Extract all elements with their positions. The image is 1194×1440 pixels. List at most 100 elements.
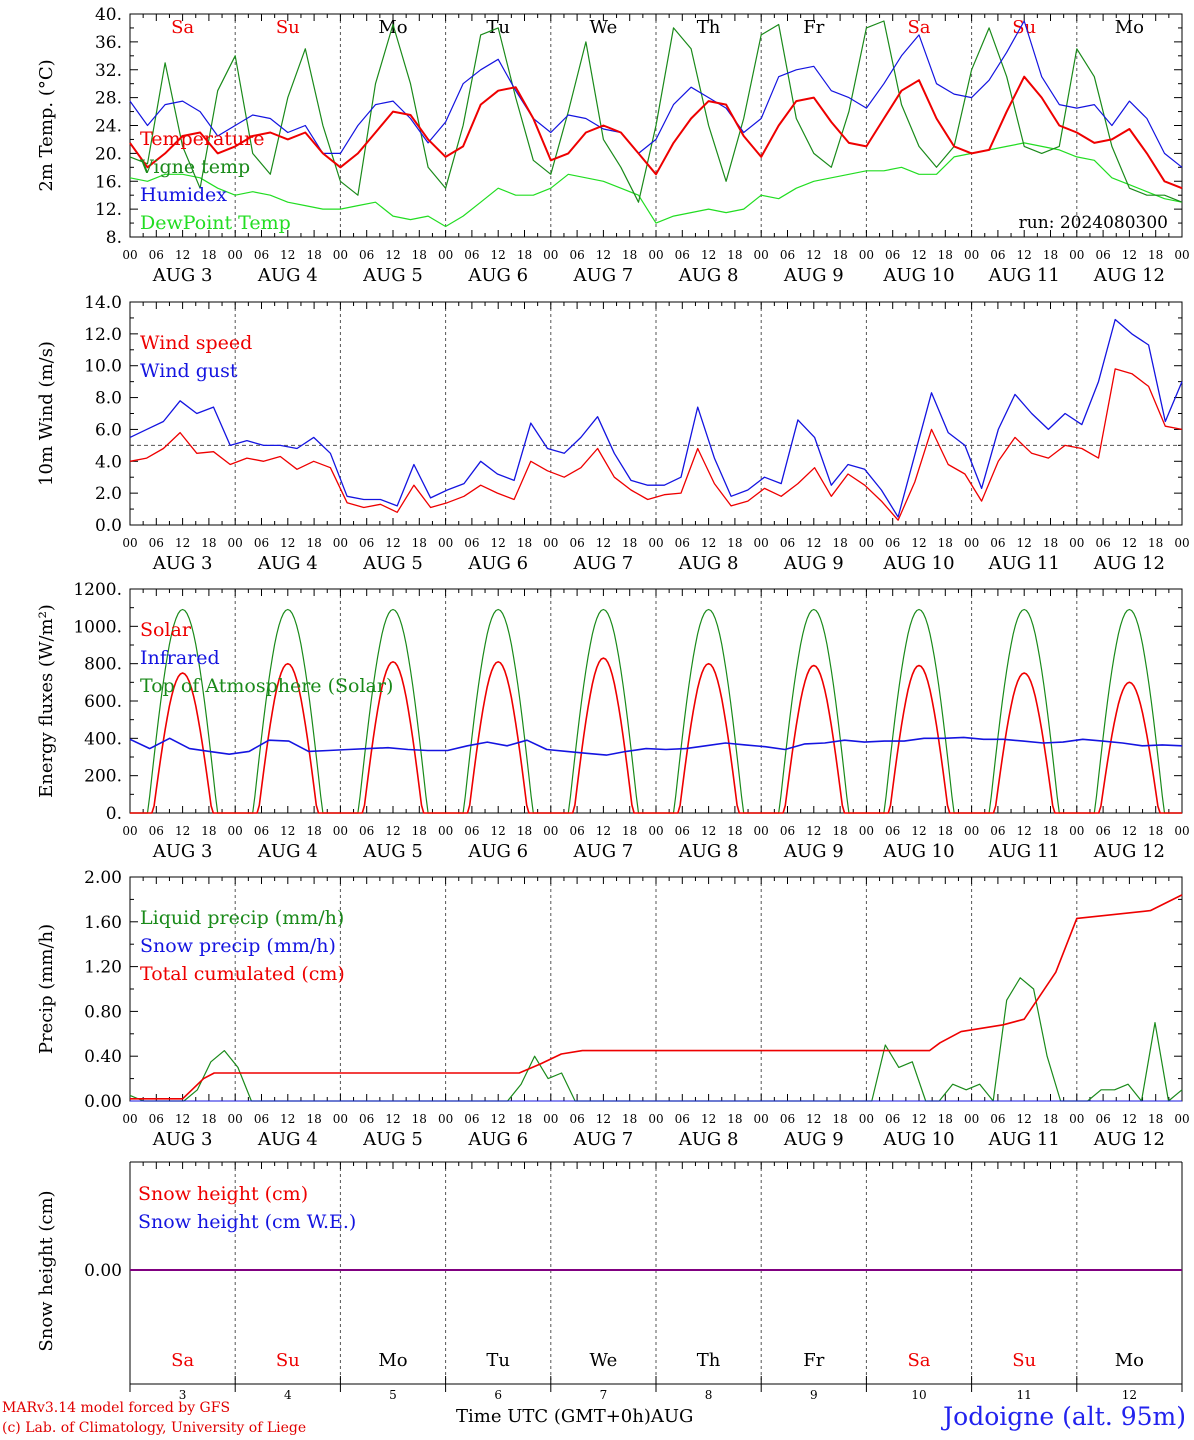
y-axis-label: Precip (mm/h) xyxy=(36,924,57,1054)
hour-tick-label: 12 xyxy=(175,824,190,838)
hour-tick-label: 00 xyxy=(1069,824,1084,838)
hour-tick-label: 00 xyxy=(859,248,874,262)
y-tick-label: 200. xyxy=(84,767,122,787)
date-label: AUG 5 xyxy=(362,841,423,862)
series-line xyxy=(129,142,1183,228)
hour-tick-label: 06 xyxy=(675,824,690,838)
y-tick-label: 0.80 xyxy=(84,1002,122,1022)
legend-entry: DewPoint Temp xyxy=(140,212,291,234)
day-number-label: 5 xyxy=(389,1388,397,1402)
day-number-label: 9 xyxy=(810,1388,818,1402)
hour-tick-label: 18 xyxy=(727,248,742,262)
hour-tick-label: 12 xyxy=(385,824,400,838)
date-label: AUG 7 xyxy=(573,553,634,574)
hour-tick-label: 06 xyxy=(885,1112,900,1126)
day-number-label: 4 xyxy=(284,1388,292,1402)
y-tick-label: 2.00 xyxy=(84,868,122,888)
date-label: AUG 6 xyxy=(467,1129,528,1150)
hour-tick-label: 18 xyxy=(622,824,637,838)
hour-tick-label: 00 xyxy=(1174,824,1189,838)
y-tick-label: 0.40 xyxy=(84,1047,122,1067)
hour-tick-label: 06 xyxy=(885,824,900,838)
date-label: AUG 4 xyxy=(257,553,318,574)
y-tick-label: 1.60 xyxy=(84,913,122,933)
hour-tick-label: 18 xyxy=(622,1112,637,1126)
hour-tick-label: 12 xyxy=(911,1112,926,1126)
series-line xyxy=(129,75,1183,190)
hour-tick-label: 12 xyxy=(1017,536,1032,550)
x-axis-month: AUG xyxy=(650,1406,694,1427)
hour-tick-label: 18 xyxy=(1148,824,1163,838)
hour-tick-label: 18 xyxy=(201,248,216,262)
hour-tick-label: 06 xyxy=(990,248,1005,262)
hour-tick-label: 00 xyxy=(1069,248,1084,262)
hour-tick-label: 12 xyxy=(175,248,190,262)
hour-tick-label: 18 xyxy=(201,536,216,550)
series-line xyxy=(129,20,1183,168)
hour-tick-label: 00 xyxy=(859,536,874,550)
hour-tick-label: 00 xyxy=(228,248,243,262)
day-number-label: 7 xyxy=(600,1388,608,1402)
y-tick-label: 0.00 xyxy=(84,1261,122,1281)
date-label: AUG 3 xyxy=(152,841,213,862)
model-credit: MARv3.14 model forced by GFS xyxy=(2,1400,231,1416)
series-line xyxy=(129,20,1183,203)
hour-tick-label: 12 xyxy=(596,536,611,550)
date-label: AUG 12 xyxy=(1093,265,1165,286)
legend-entry: Snow height (cm) xyxy=(138,1183,308,1205)
hour-tick-label: 00 xyxy=(648,536,663,550)
legend-entry: Humidex xyxy=(140,184,227,206)
date-label: AUG 11 xyxy=(988,1129,1060,1150)
legend-entry: Temperature xyxy=(140,128,264,150)
hour-tick-label: 18 xyxy=(201,1112,216,1126)
hour-tick-label: 00 xyxy=(1069,1112,1084,1126)
y-tick-label: 8.0 xyxy=(95,389,122,409)
hour-tick-label: 00 xyxy=(754,824,769,838)
date-label: AUG 3 xyxy=(152,265,213,286)
hour-tick-label: 06 xyxy=(149,1112,164,1126)
hour-tick-label: 12 xyxy=(596,248,611,262)
date-label: AUG 9 xyxy=(783,841,844,862)
date-label: AUG 9 xyxy=(783,1129,844,1150)
hour-tick-label: 18 xyxy=(727,824,742,838)
hour-tick-label: 06 xyxy=(675,248,690,262)
hour-tick-label: 06 xyxy=(464,824,479,838)
date-label: AUG 4 xyxy=(257,1129,318,1150)
hour-tick-label: 06 xyxy=(990,1112,1005,1126)
hour-tick-label: 06 xyxy=(359,1112,374,1126)
hour-tick-label: 00 xyxy=(333,248,348,262)
date-label: AUG 11 xyxy=(988,265,1060,286)
y-tick-label: 1.20 xyxy=(84,958,122,978)
panel-frame xyxy=(129,301,1183,526)
date-label: AUG 10 xyxy=(882,1129,954,1150)
hour-tick-label: 18 xyxy=(1043,1112,1058,1126)
hour-tick-label: 12 xyxy=(175,1112,190,1126)
y-tick-label: 40. xyxy=(95,5,122,25)
hour-tick-label: 18 xyxy=(517,536,532,550)
hour-tick-label: 00 xyxy=(1174,248,1189,262)
hour-tick-label: 18 xyxy=(938,248,953,262)
hour-tick-label: 12 xyxy=(280,248,295,262)
hour-tick-label: 06 xyxy=(780,248,795,262)
hour-tick-label: 06 xyxy=(990,536,1005,550)
series-line xyxy=(129,368,1183,521)
legend-entry: Total cumulated (cm) xyxy=(140,963,345,985)
weekday-label: Fr xyxy=(803,17,824,38)
weekday-label: We xyxy=(590,1350,618,1371)
weekday-label: Sa xyxy=(171,1350,194,1371)
hour-tick-label: 18 xyxy=(517,824,532,838)
hour-tick-label: 12 xyxy=(1017,248,1032,262)
hour-tick-label: 06 xyxy=(675,536,690,550)
hour-tick-label: 12 xyxy=(596,1112,611,1126)
hour-tick-label: 12 xyxy=(385,1112,400,1126)
y-tick-label: 0. xyxy=(106,804,122,824)
hour-tick-label: 18 xyxy=(201,824,216,838)
y-tick-label: 16. xyxy=(95,172,122,192)
hour-tick-label: 00 xyxy=(543,824,558,838)
series-line xyxy=(129,318,1183,518)
hour-tick-label: 00 xyxy=(333,536,348,550)
hour-tick-label: 06 xyxy=(464,536,479,550)
y-tick-label: 400. xyxy=(84,729,122,749)
date-label: AUG 8 xyxy=(678,553,739,574)
hour-tick-label: 18 xyxy=(622,536,637,550)
